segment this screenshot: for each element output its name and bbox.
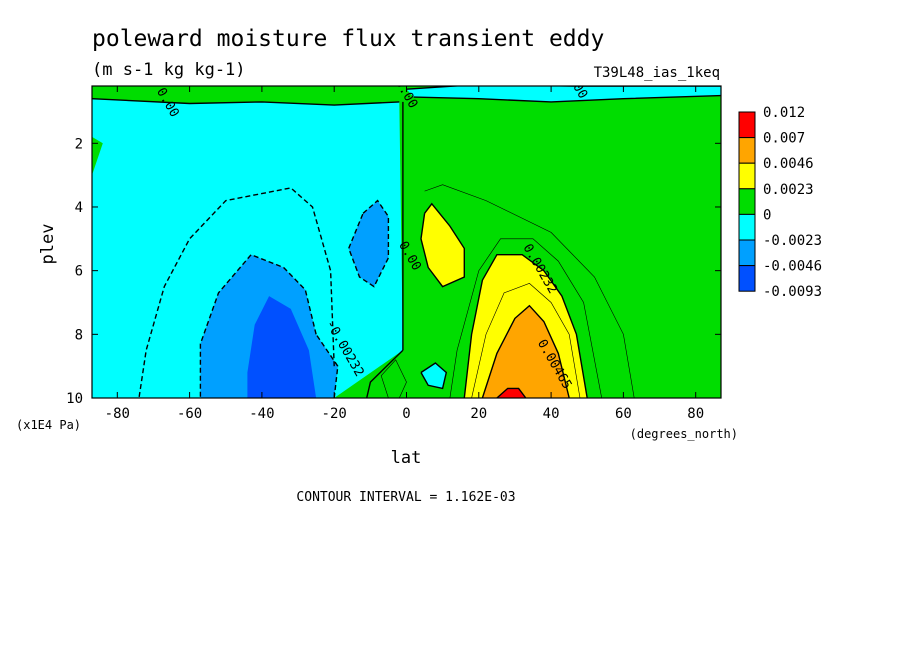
contour-region-9 [482, 305, 570, 398]
chart-title: poleward moisture flux transient eddy [92, 26, 604, 52]
x-tick-label: -80 [105, 406, 130, 422]
contour-region-0 [92, 98, 403, 398]
contour-region-5 [348, 200, 389, 287]
contour-line-11 [420, 362, 448, 390]
contour-line-5 [315, 333, 339, 398]
contour-line-3 [406, 86, 721, 90]
x-tick-label: 20 [470, 406, 487, 422]
contour-region-1 [92, 136, 103, 176]
colorbar-swatch [738, 213, 756, 241]
colorbar-label: -0.0046 [763, 259, 822, 275]
y-tick-label: 4 [75, 200, 83, 216]
colorbar-label: 0.0046 [763, 156, 814, 172]
thin-contour-3 [380, 359, 407, 398]
colorbar-legend: 0.012 0.007 0.0046 0.0023 0 -0.0023 -0.0046 -0.… [738, 105, 822, 300]
x-tick-label: -40 [249, 406, 274, 422]
contour-line-10 [481, 304, 570, 398]
y-tick-label: 2 [75, 136, 83, 152]
x-units-label: (degrees_north) [630, 427, 738, 441]
x-tick-label: 60 [615, 406, 632, 422]
y-tick-label: 8 [75, 327, 83, 343]
y-axis-label: plev [38, 224, 58, 265]
contour-line-13 [366, 349, 404, 398]
contour-region-7 [421, 203, 465, 287]
contour-line-7 [138, 187, 335, 398]
x-tick-label: 80 [687, 406, 704, 422]
x-tick-label: 0 [402, 406, 410, 422]
colorbar-label: -0.0093 [763, 284, 822, 300]
colorbar-swatch [738, 137, 756, 164]
colorbar-label: 0.0023 [763, 182, 814, 198]
contour-region-6 [421, 363, 447, 389]
x-tick-label: -60 [177, 406, 202, 422]
colorbar-swatch [738, 265, 756, 292]
y-tick-label: 6 [75, 264, 83, 280]
contour-interval-footer: CONTOUR INTERVAL = 1.162E-03 [296, 490, 515, 505]
y-tick-label: 10 [66, 391, 83, 407]
x-tick-label: -20 [322, 406, 347, 422]
x-tick-label: 40 [543, 406, 560, 422]
colorbar-swatch [738, 111, 756, 139]
colorbar-swatch [738, 239, 756, 267]
colorbar-label: 0 [763, 207, 771, 223]
colorbar-label: 0.007 [763, 131, 805, 147]
contour-line-0 [92, 98, 400, 106]
colorbar-swatch [738, 162, 756, 190]
plot-area: 0.00 0.00 0.000.00-0.002320.002320.00465-8… [66, 85, 722, 422]
run-label: T39L48_ias_1keq [594, 65, 720, 81]
thin-contour-2 [471, 283, 581, 398]
y-units-label: (x1E4 Pa) [16, 418, 81, 432]
x-axis-label: lat [391, 448, 422, 468]
contour-line-4 [199, 253, 317, 398]
contour-line-2 [413, 94, 721, 103]
contour-line-8 [420, 202, 465, 288]
chart-subtitle: (m s-1 kg kg-1) [92, 60, 246, 80]
colorbar-label: -0.0023 [763, 233, 822, 249]
contour-line-6 [347, 199, 390, 288]
colorbar-label: 0.012 [763, 105, 805, 121]
thin-contour-0 [424, 184, 635, 398]
contour-region-4 [247, 296, 317, 398]
thin-contour-1 [449, 238, 602, 398]
contour-line-9 [463, 253, 588, 398]
contour-line-12 [496, 387, 527, 398]
contour-region-10 [496, 388, 526, 398]
colorbar-swatch [738, 188, 756, 215]
